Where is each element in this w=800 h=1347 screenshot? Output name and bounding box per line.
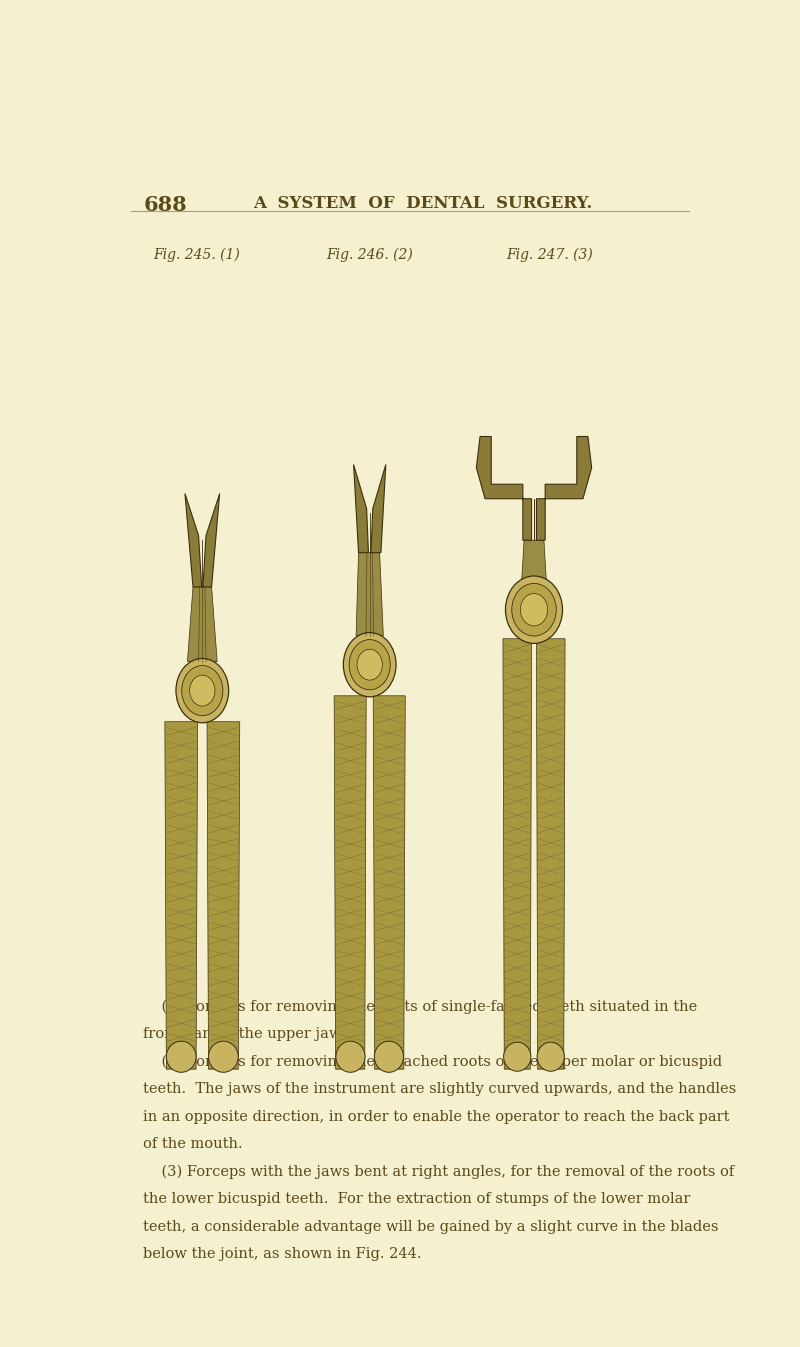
Polygon shape bbox=[165, 722, 198, 1070]
Polygon shape bbox=[371, 465, 386, 552]
Polygon shape bbox=[185, 493, 202, 587]
Polygon shape bbox=[334, 696, 366, 1070]
Ellipse shape bbox=[357, 649, 382, 680]
Ellipse shape bbox=[512, 583, 556, 636]
Polygon shape bbox=[522, 540, 546, 582]
Text: (3) Forceps with the jaws bent at right angles, for the removal of the roots of: (3) Forceps with the jaws bent at right … bbox=[143, 1165, 734, 1179]
Ellipse shape bbox=[209, 1041, 238, 1072]
Polygon shape bbox=[503, 638, 531, 1070]
Text: 688: 688 bbox=[143, 195, 187, 214]
Text: Fig. 247. (3): Fig. 247. (3) bbox=[506, 248, 593, 261]
Text: A  SYSTEM  OF  DENTAL  SURGERY.: A SYSTEM OF DENTAL SURGERY. bbox=[253, 195, 592, 211]
Polygon shape bbox=[203, 493, 220, 587]
Text: (1) Forceps for removing the roots of single-fanged teeth situated in the: (1) Forceps for removing the roots of si… bbox=[143, 999, 698, 1014]
Ellipse shape bbox=[506, 577, 562, 644]
Polygon shape bbox=[476, 436, 531, 540]
Ellipse shape bbox=[190, 675, 215, 706]
Polygon shape bbox=[537, 436, 592, 540]
Ellipse shape bbox=[336, 1041, 365, 1072]
Ellipse shape bbox=[537, 1043, 564, 1071]
Polygon shape bbox=[537, 638, 565, 1070]
Polygon shape bbox=[207, 722, 240, 1070]
Ellipse shape bbox=[504, 1043, 531, 1071]
Text: teeth, a considerable advantage will be gained by a slight curve in the blades: teeth, a considerable advantage will be … bbox=[143, 1219, 719, 1234]
Ellipse shape bbox=[349, 640, 390, 690]
Text: the lower bicuspid teeth.  For the extraction of stumps of the lower molar: the lower bicuspid teeth. For the extrac… bbox=[143, 1192, 690, 1206]
Text: (2) Forceps for removing the detached roots of the upper molar or bicuspid: (2) Forceps for removing the detached ro… bbox=[143, 1055, 722, 1070]
Polygon shape bbox=[374, 696, 406, 1070]
Ellipse shape bbox=[176, 659, 229, 723]
Text: teeth.  The jaws of the instrument are slightly curved upwards, and the handles: teeth. The jaws of the instrument are sl… bbox=[143, 1082, 737, 1096]
Polygon shape bbox=[187, 587, 217, 661]
Ellipse shape bbox=[343, 633, 396, 696]
Polygon shape bbox=[354, 465, 369, 552]
Text: below the joint, as shown in Fig. 244.: below the joint, as shown in Fig. 244. bbox=[143, 1247, 422, 1261]
Text: Fig. 246. (2): Fig. 246. (2) bbox=[326, 248, 413, 261]
Polygon shape bbox=[356, 552, 383, 636]
Text: in an opposite direction, in order to enable the operator to reach the back part: in an opposite direction, in order to en… bbox=[143, 1110, 730, 1123]
Ellipse shape bbox=[166, 1041, 196, 1072]
Ellipse shape bbox=[374, 1041, 403, 1072]
Ellipse shape bbox=[182, 665, 223, 715]
Text: Fig. 245. (1): Fig. 245. (1) bbox=[153, 248, 239, 261]
Text: of the mouth.: of the mouth. bbox=[143, 1137, 243, 1152]
Ellipse shape bbox=[520, 594, 548, 626]
Text: front part of the upper jaw.: front part of the upper jaw. bbox=[143, 1028, 345, 1041]
